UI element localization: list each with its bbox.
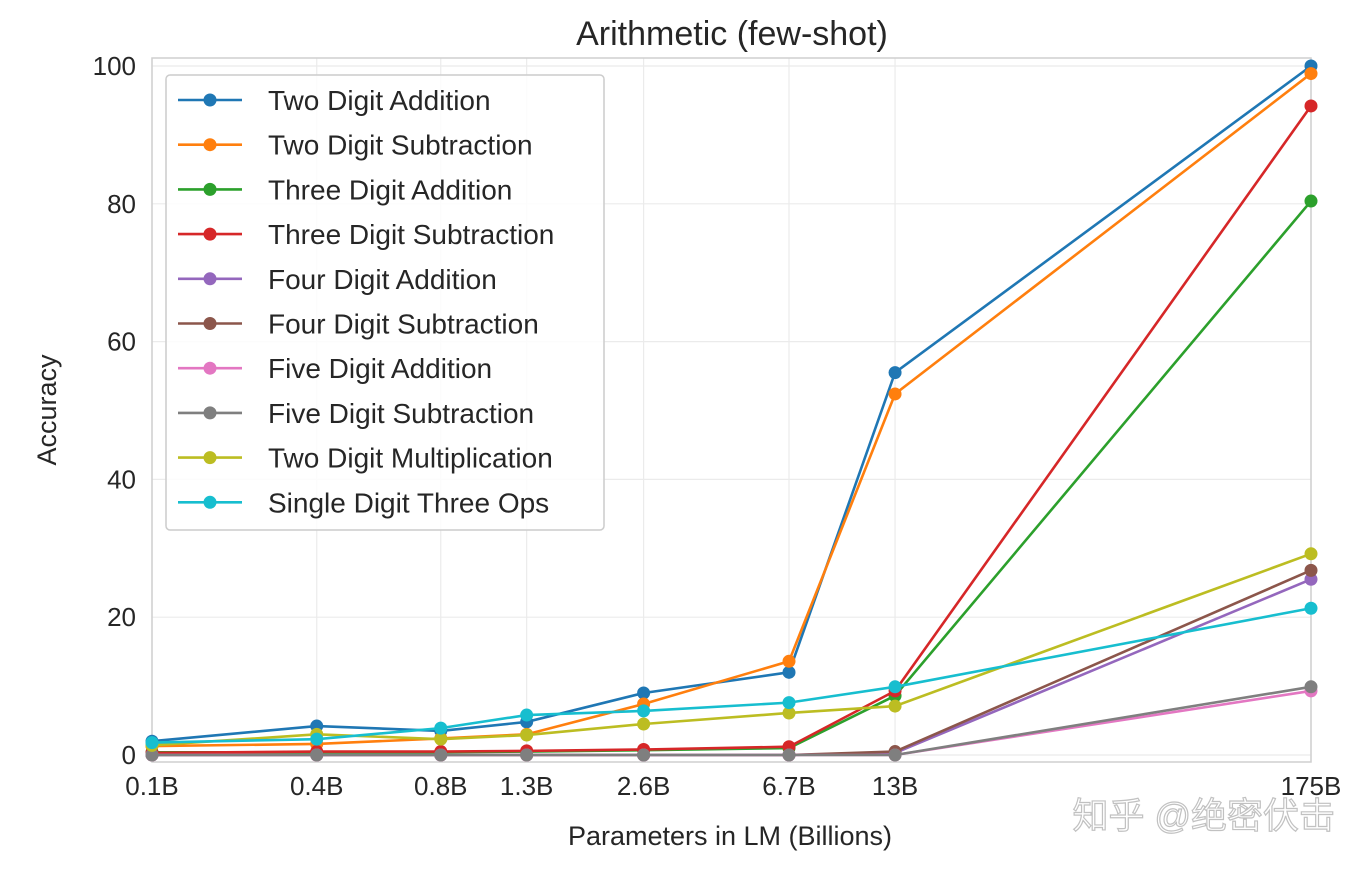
series-line xyxy=(152,685,1312,757)
data-point xyxy=(310,748,324,762)
data-point xyxy=(888,699,902,713)
legend-marker xyxy=(203,93,217,107)
legend-marker xyxy=(203,227,217,241)
series-line xyxy=(151,552,1312,747)
legend-marker xyxy=(203,317,217,330)
data-point xyxy=(888,387,902,401)
x-tick-label: 1.3B xyxy=(500,771,554,801)
legend-marker xyxy=(203,495,217,509)
data-point xyxy=(434,721,448,735)
y-ticks: 0 20 40 60 80 100 xyxy=(93,51,136,770)
data-point xyxy=(1304,194,1318,208)
data-point xyxy=(1304,572,1318,586)
series-single-digit-three-ops xyxy=(145,601,1318,750)
data-point xyxy=(520,748,534,762)
legend-marker xyxy=(203,451,217,465)
data-point xyxy=(637,686,651,700)
legend-label: Four Digit Subtraction xyxy=(268,309,539,340)
series-two-digit-multiplication xyxy=(145,547,1318,752)
plot-frame xyxy=(151,57,1312,763)
data-point xyxy=(1304,563,1318,577)
x-tick-label: 0.1B xyxy=(125,771,179,801)
data-point xyxy=(145,748,159,762)
x-tick-label: 2.6B xyxy=(617,771,671,801)
series-line xyxy=(152,578,1312,757)
legend-label: Five Digit Addition xyxy=(268,353,492,384)
x-tick-label: 6.7B xyxy=(762,771,816,801)
data-point xyxy=(888,680,902,694)
x-axis-label: Parameters in LM (Billions) xyxy=(568,821,892,851)
data-point xyxy=(434,748,448,762)
data-point xyxy=(1304,99,1318,113)
series-line xyxy=(151,606,1312,744)
data-point xyxy=(1304,67,1318,81)
legend-label: Three Digit Addition xyxy=(268,174,512,205)
legend-label: Five Digit Subtraction xyxy=(268,398,534,429)
data-point xyxy=(782,696,796,710)
legend-marker xyxy=(203,138,217,152)
series-five-digit-subtraction xyxy=(145,680,1318,762)
series-line xyxy=(152,689,1312,757)
series-line xyxy=(151,72,1312,748)
y-tick-label: 100 xyxy=(93,51,136,81)
legend-label: Four Digit Addition xyxy=(268,264,497,295)
data-point xyxy=(782,654,796,668)
y-tick-label: 0 xyxy=(122,740,136,770)
legend-label: Single Digit Three Ops xyxy=(268,487,549,518)
data-point xyxy=(782,665,796,679)
x-ticks: 0.1B 0.4B 0.8B 1.3B 2.6B 6.7B 13B 175B xyxy=(125,771,1341,801)
x-tick-label: 0.4B xyxy=(290,771,344,801)
data-point xyxy=(637,704,651,718)
legend-label: Two Digit Multiplication xyxy=(268,443,553,474)
data-point xyxy=(145,736,159,750)
data-point xyxy=(782,706,796,720)
series-line xyxy=(151,105,1313,755)
x-tick-label: 0.8B xyxy=(414,771,468,801)
data-point xyxy=(888,366,902,380)
data-point xyxy=(1304,680,1318,694)
chart-title: Arithmetic (few-shot) xyxy=(576,15,888,53)
y-tick-label: 80 xyxy=(107,189,136,219)
x-tick-label: 13B xyxy=(872,771,918,801)
data-point xyxy=(520,708,534,722)
legend-box xyxy=(165,74,605,531)
legend-label: Three Digit Subtraction xyxy=(268,219,554,250)
legend: Two Digit Addition Two Digit Subtraction T… xyxy=(165,74,605,531)
data-point xyxy=(520,728,534,742)
legend-marker xyxy=(203,361,217,375)
series-group xyxy=(145,59,1318,762)
y-tick-label: 60 xyxy=(107,327,136,357)
data-point xyxy=(637,748,651,762)
data-point xyxy=(434,732,448,746)
legend-marker xyxy=(203,406,217,420)
legend-label: Two Digit Subtraction xyxy=(268,130,533,161)
x-tick-label: 175B xyxy=(1281,771,1342,801)
data-point xyxy=(310,732,324,746)
data-point xyxy=(782,748,796,762)
watermark: 知乎 @绝密伏击 xyxy=(1072,795,1335,836)
y-axis-label: Accuracy xyxy=(32,354,62,466)
data-point xyxy=(637,717,651,731)
legend-marker xyxy=(203,182,217,196)
legend-label: Two Digit Addition xyxy=(268,85,491,116)
data-point xyxy=(1304,547,1318,561)
data-point xyxy=(1304,601,1318,615)
data-point xyxy=(888,748,902,762)
legend-marker xyxy=(203,272,217,286)
y-tick-label: 20 xyxy=(107,602,136,632)
y-tick-label: 40 xyxy=(107,464,136,494)
series-line xyxy=(151,64,1312,743)
